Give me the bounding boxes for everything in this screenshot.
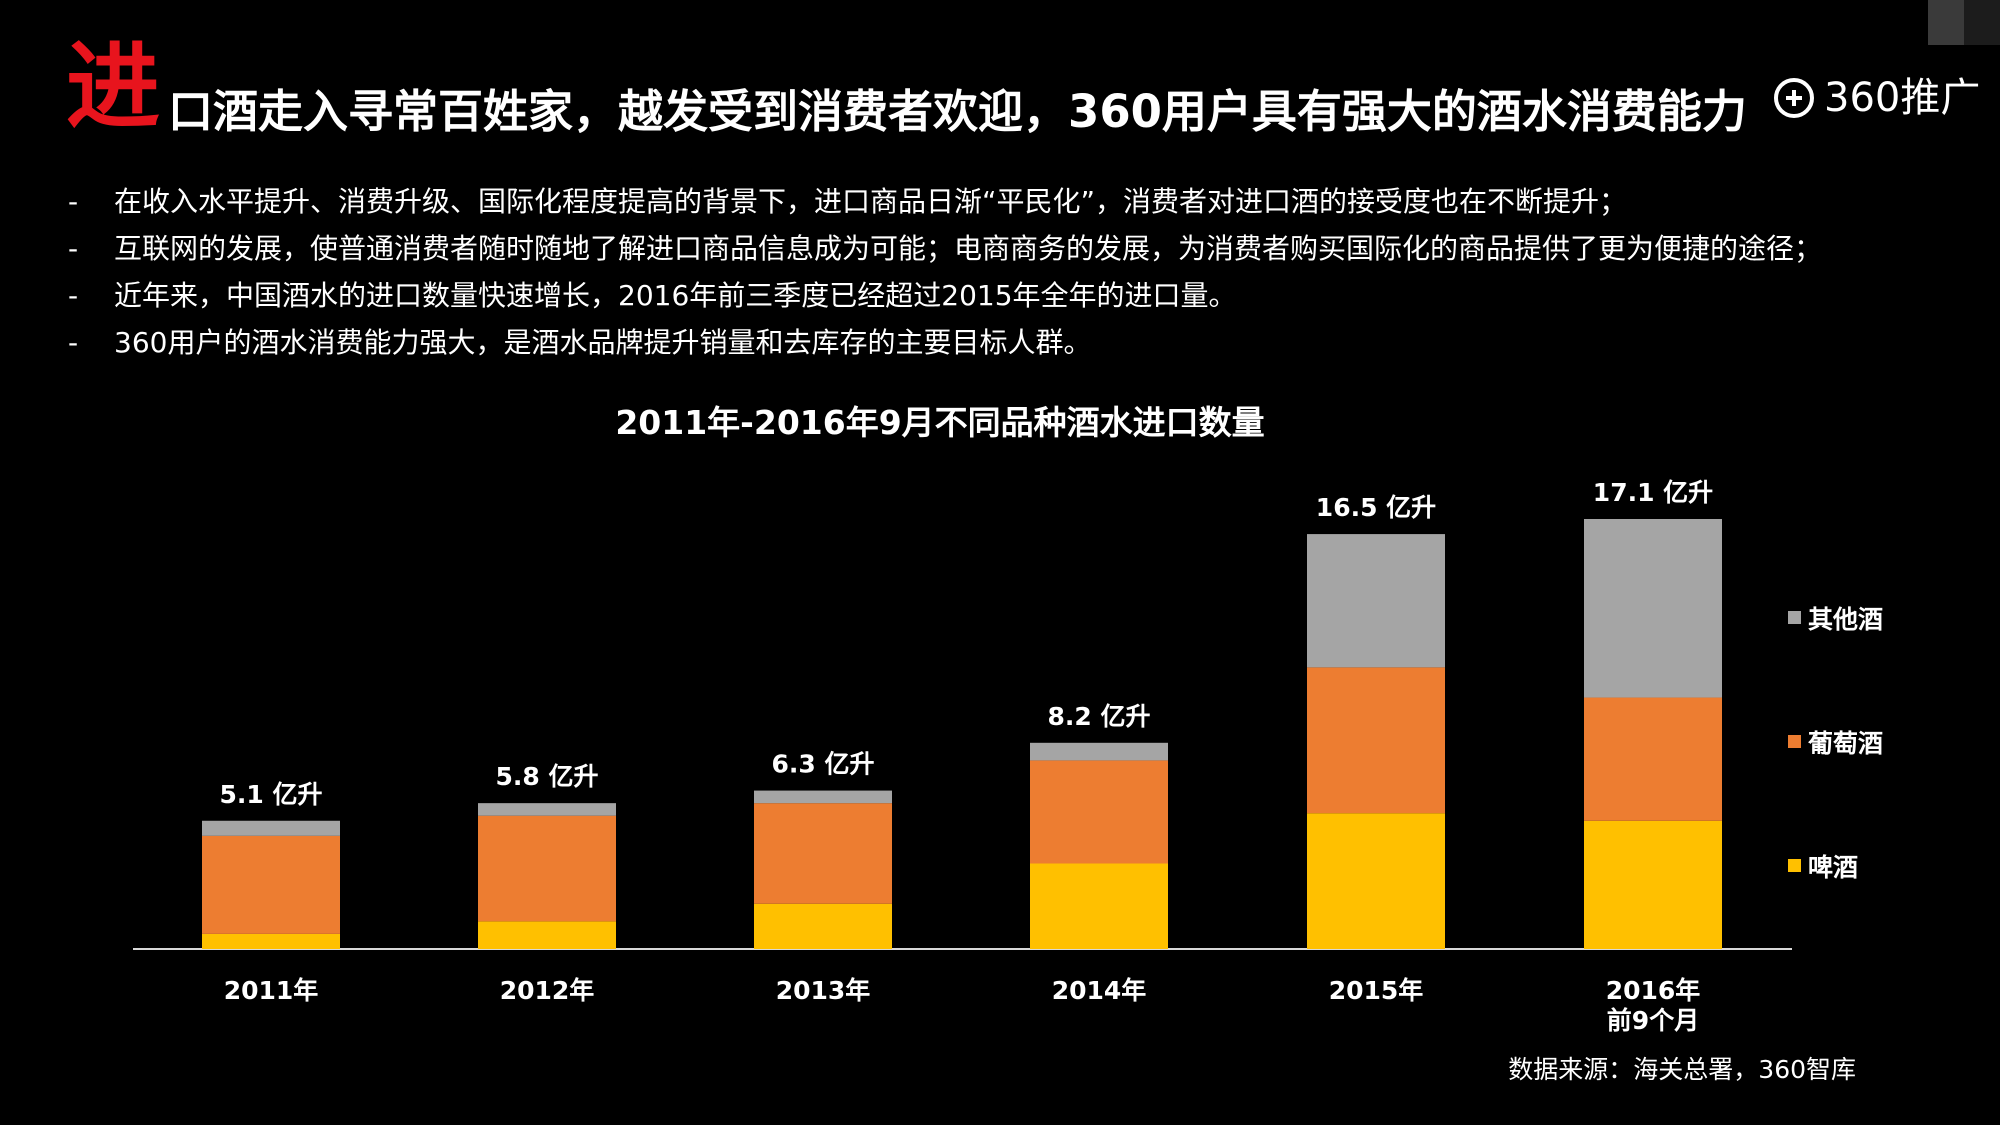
total-label: 16.5 亿升 [1316, 493, 1436, 522]
bullet-text: 360用户的酒水消费能力强大，是酒水品牌提升销量和去库存的主要目标人群。 [114, 326, 1092, 359]
bar-segment-0-葡萄酒 [202, 835, 340, 934]
bullet-dash: - [68, 279, 79, 312]
legend-label: 葡萄酒 [1807, 729, 1883, 758]
legend-swatch [1788, 735, 1801, 748]
bar-segment-0-其他酒 [202, 820, 340, 836]
logo-text: 360推广 [1824, 75, 1981, 121]
category-label: 2011年 [224, 976, 319, 1005]
bar-segment-4-其他酒 [1307, 534, 1445, 668]
category-label: 2015年 [1329, 976, 1424, 1005]
bar-segment-4-葡萄酒 [1307, 667, 1445, 814]
bar-segment-1-啤酒 [478, 921, 616, 949]
bullet-text: 互联网的发展，使普通消费者随时随地了解进口商品信息成为可能；电商商务的发展，为消… [114, 232, 1823, 265]
title-accent-char: 进 [66, 33, 161, 142]
bar-segment-5-葡萄酒 [1584, 697, 1722, 821]
total-label: 8.2 亿升 [1048, 702, 1151, 731]
total-label: 5.1 亿升 [220, 780, 323, 809]
bar-segment-5-啤酒 [1584, 820, 1722, 949]
legend-swatch [1788, 859, 1801, 872]
brand-logo: 360推广 [1774, 74, 1980, 130]
title-text: 口酒走入寻常百姓家，越发受到消费者欢迎，360用户具有强大的酒水消费能力 [168, 85, 1747, 138]
legend-label: 其他酒 [1808, 605, 1883, 634]
bullet-item: - 近年来，中国酒水的进口数量快速增长，2016年前三季度已经超过2015年全年… [68, 274, 1968, 321]
bullet-dash: - [68, 185, 79, 218]
bullet-list: - 在收入水平提升、消费升级、国际化程度提高的背景下，进口商品日渐“平民化”，消… [68, 180, 1968, 368]
category-label: 前9个月 [1607, 1006, 1699, 1035]
total-label: 5.8 亿升 [496, 762, 599, 791]
bar-segment-3-啤酒 [1030, 863, 1168, 949]
bullet-item: - 互联网的发展，使普通消费者随时随地了解进口商品信息成为可能；电商商务的发展，… [68, 227, 1968, 274]
legend-label: 啤酒 [1808, 853, 1858, 882]
bar-segment-3-葡萄酒 [1030, 760, 1168, 864]
total-label: 6.3 亿升 [772, 750, 875, 779]
bar-segment-2-啤酒 [754, 903, 892, 949]
slide-title: 进 口酒走入寻常百姓家，越发受到消费者欢迎，360用户具有强大的酒水消费能力 [66, 36, 1766, 146]
bar-segment-1-其他酒 [478, 803, 616, 816]
category-label: 2013年 [776, 976, 871, 1005]
total-label: 17.1 亿升 [1593, 478, 1713, 507]
bar-segment-3-其他酒 [1030, 742, 1168, 761]
legend-swatch [1788, 611, 1801, 624]
bar-segment-2-其他酒 [754, 790, 892, 804]
bar-segment-4-啤酒 [1307, 813, 1445, 949]
corner-decoration-dark [1964, 0, 2000, 45]
category-label: 2016年 [1606, 976, 1701, 1005]
bullet-item: - 在收入水平提升、消费升级、国际化程度提高的背景下，进口商品日渐“平民化”，消… [68, 180, 1968, 227]
bullet-item: - 360用户的酒水消费能力强大，是酒水品牌提升销量和去库存的主要目标人群。 [68, 321, 1968, 368]
bar-segment-5-其他酒 [1584, 519, 1722, 698]
bullet-text: 在收入水平提升、消费升级、国际化程度提高的背景下，进口商品日渐“平民化”，消费者… [114, 185, 1628, 218]
chart-title: 2011年-2016年9月不同品种酒水进口数量 [615, 403, 1265, 442]
category-label: 2012年 [500, 976, 595, 1005]
bullet-dash: - [68, 326, 79, 359]
bar-segment-1-葡萄酒 [478, 815, 616, 922]
bullet-dash: - [68, 232, 79, 265]
bullet-text: 近年来，中国酒水的进口数量快速增长，2016年前三季度已经超过2015年全年的进… [114, 279, 1237, 312]
data-source: 数据来源：海关总署，360智库 [1508, 1055, 1856, 1084]
bar-segment-0-啤酒 [202, 933, 340, 949]
category-label: 2014年 [1052, 976, 1147, 1005]
plus-circle-icon [1774, 78, 1814, 118]
bar-segment-2-葡萄酒 [754, 803, 892, 904]
